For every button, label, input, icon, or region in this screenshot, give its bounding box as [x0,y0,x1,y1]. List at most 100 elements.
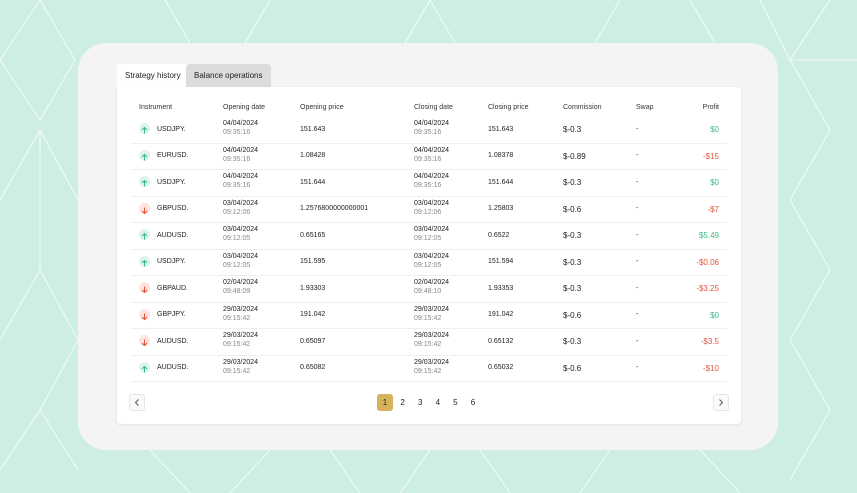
cell: 03/04/2024 [414,199,450,207]
cell: 09:35:16 [414,129,442,136]
profit: -$3.25 [696,284,719,293]
cell: 29/03/2024 [414,358,450,366]
cell: 09:35:16 [414,182,442,189]
cell: 1.08378 [488,152,514,159]
table-row: AUDUSD. 29/03/2024 09:15:42 0.65082 29/03/20… [131,355,727,382]
cell: 151.644 [488,178,514,186]
table-row: USDJPY. 03/04/2024 09:12:05 151.595 03/04/20… [131,249,727,276]
cell: 09:15:42 [414,314,442,322]
cell: 29/03/2024 [414,332,450,339]
prev-page[interactable] [129,394,145,411]
arrow [141,339,148,347]
cell: 191.042 [300,311,326,318]
cell: GBPJPY. [157,311,186,318]
cell: 09:12:05 [223,261,251,269]
cell: $-0.3 [563,231,582,240]
cell: 151.643 [300,125,326,133]
cell: 03/04/2024 [223,199,259,207]
cell: 04/04/2024 [223,146,259,154]
cell: $-0.3 [563,257,582,267]
cell: 09:12:06 [414,208,442,216]
profit: -$3.5 [700,337,719,346]
table-row: USDJPY. 04/04/2024 09:35:16 151.643 04/04/20… [131,116,727,144]
cell: 02/04/2024 [414,279,450,286]
arrow [141,286,148,294]
cell: - [636,284,639,292]
profit: -$10 [702,363,719,373]
cell: USDJPY. [157,258,186,265]
cell: 09:15:42 [414,341,442,348]
chevron [719,399,724,406]
cell: GBPAUD. [157,284,188,292]
column-header: Commission [563,104,602,111]
cell: 0.65032 [488,364,514,371]
direction-icon [139,149,150,161]
cell: 151.594 [488,258,514,265]
tab[interactable]: Balance operations [186,64,271,87]
cell: 09:48:09 [223,288,251,295]
cell: 03/04/2024 [414,226,450,233]
cell: 151.595 [300,258,326,265]
cell: GBPUSD. [157,205,189,212]
cell: 09:48:10 [414,288,442,295]
direction-icon [139,255,150,267]
page-button[interactable]: 3 [417,398,423,407]
cell: 09:35:16 [223,182,251,189]
cell: 09:12:05 [414,235,442,242]
page-button[interactable]: 4 [435,398,441,407]
next-page[interactable] [713,394,729,411]
arrow [141,126,148,134]
table-row: EURUSD. 04/04/2024 09:35:16 1.08428 04/04/20… [131,143,727,170]
cell: - [636,205,639,212]
profit: $5.49 [698,231,719,240]
cell: 0.65097 [300,337,326,345]
cell: - [636,231,639,239]
page-button[interactable]: 2 [400,398,405,407]
cell: 151.644 [300,178,326,186]
cell: 04/04/2024 [414,146,450,154]
cell: $-0.3 [563,284,582,293]
cell: - [636,311,639,318]
cell: 03/04/2024 [223,252,259,260]
cell: 09:35:16 [414,155,442,163]
column-header: Swap [636,104,654,111]
cell: 29/03/2024 [223,332,259,339]
cell: 29/03/2024 [414,305,450,313]
cell: $-0.3 [563,337,582,346]
page-button[interactable]: 1 [377,394,393,411]
cell: 0.65165 [300,231,326,239]
page-button[interactable]: 5 [453,398,458,407]
table-row: GBPAUD. 02/04/2024 09:48:09 1.93303 02/04/20… [131,275,727,303]
cell: 04/04/2024 [414,173,450,180]
cell: - [636,258,639,265]
table-row: AUDUSD. 29/03/2024 09:15:42 0.65097 29/03/20… [131,328,727,356]
tab[interactable]: Strategy history [117,64,189,87]
cell: - [636,364,639,371]
arrow [141,179,148,187]
page-button[interactable]: 6 [470,398,476,407]
cell: 03/04/2024 [223,226,259,233]
arrow [141,365,148,372]
cell: AUDUSD. [157,337,189,345]
arrow [141,313,148,320]
cell: 09:15:42 [223,314,251,322]
cell: - [636,337,639,345]
cell: 04/04/2024 [223,120,259,127]
cell: 0.65082 [300,364,326,371]
cell: $-0.6 [563,204,582,214]
cell: USDJPY. [157,178,186,186]
arrow [141,259,148,266]
direction-icon [139,229,150,240]
cell: 09:12:06 [223,208,251,216]
cell: - [636,178,639,186]
table-row: USDJPY. 04/04/2024 09:35:16 151.644 04/04/20… [131,169,727,197]
cell: AUDUSD. [157,231,189,239]
cell: 0.65132 [488,337,514,345]
cell: $-0.89 [563,151,586,161]
cell: - [636,125,639,133]
cell: EURUSD. [157,152,189,159]
cell: AUDUSD. [157,364,189,371]
cell: $-0.6 [563,310,582,320]
